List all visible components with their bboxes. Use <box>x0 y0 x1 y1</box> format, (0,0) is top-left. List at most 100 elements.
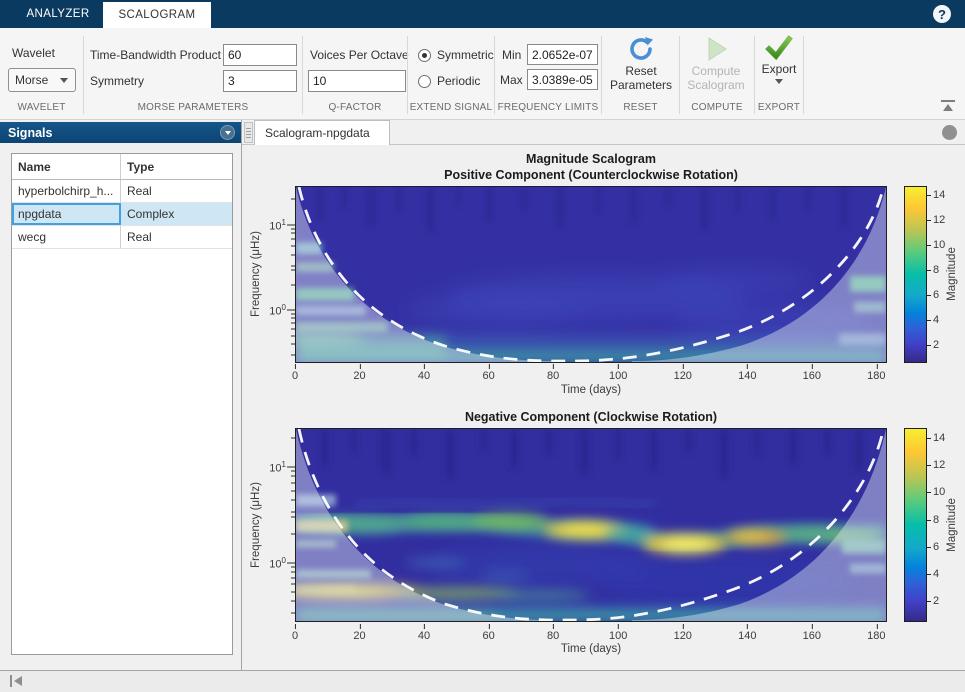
chart1-title: Magnitude Scalogram <box>295 152 887 166</box>
radio-periodic-label: Periodic <box>437 74 480 88</box>
reset-label-2: Parameters <box>610 78 672 92</box>
tab-scalogram-npgdata[interactable]: Scalogram-npgdata <box>254 120 390 145</box>
colorbar-tick: 4 <box>933 568 939 580</box>
x-tick-label: 60 <box>482 370 494 382</box>
export-button[interactable]: Export <box>747 34 811 106</box>
signals-collapse-icon[interactable] <box>220 125 235 140</box>
signal-name: npgdata <box>12 203 121 225</box>
chart1-colorbar <box>904 186 927 363</box>
collapse-ribbon-icon[interactable] <box>941 100 955 112</box>
section-label-export: EXPORT <box>755 102 803 113</box>
export-caret-icon <box>775 79 783 84</box>
signals-table-header: Name Type <box>12 154 232 180</box>
reset-parameters-button[interactable]: Reset Parameters <box>606 34 676 106</box>
scalogram-toolbar: Wavelet Morse WAVELET Time-Bandwidth Pro… <box>0 28 965 120</box>
section-label-compute: COMPUTE <box>680 102 754 113</box>
chart2-x-axis-label: Time (days) <box>295 643 887 655</box>
status-bar <box>0 670 965 692</box>
section-label-q-factor: Q-FACTOR <box>303 102 407 113</box>
x-tick-label: 20 <box>353 630 365 642</box>
chart1-colorbar-label: Magnitude <box>946 247 958 301</box>
chevron-down-icon <box>60 78 68 83</box>
compute-label-2: Scalogram <box>687 78 744 92</box>
compute-scalogram-button: Compute Scalogram <box>681 34 751 106</box>
signal-type: Real <box>121 180 232 202</box>
wavelet-dropdown-value: Morse <box>15 73 48 87</box>
x-tick-label: 180 <box>867 370 885 382</box>
signals-table: Name Type hyperbolchirp_h... Real npgdat… <box>11 153 233 655</box>
signal-type: Real <box>121 226 232 248</box>
radio-button-icon <box>418 75 431 88</box>
x-tick-label: 0 <box>292 630 298 642</box>
chart2-colorbar-label: Magnitude <box>946 498 958 552</box>
x-tick-label: 40 <box>418 370 430 382</box>
export-check-icon <box>765 34 793 62</box>
play-icon <box>701 34 731 64</box>
signal-name: hyperbolchirp_h... <box>12 180 121 202</box>
x-tick-label: 140 <box>738 630 756 642</box>
chart1-x-axis-label: Time (days) <box>295 384 887 396</box>
colorbar-tick: 12 <box>933 459 945 471</box>
chart2-heatmap-canvas[interactable] <box>295 428 887 622</box>
ribbon-tab-strip: ANALYZER SCALOGRAM ? <box>0 0 965 28</box>
voices-per-octave-input[interactable] <box>308 70 406 92</box>
signal-name: wecg <box>12 226 121 248</box>
section-label-reset: RESET <box>602 102 679 113</box>
radio-symmetric[interactable]: Symmetric <box>418 48 494 62</box>
signal-type: Complex <box>121 203 232 225</box>
ribbon-tab-scalogram[interactable]: SCALOGRAM <box>103 2 211 28</box>
x-tick-label: 60 <box>482 630 494 642</box>
wavelet-signal-analyzer-app: ANALYZER SCALOGRAM ? Wavelet Morse WAVEL… <box>0 0 965 692</box>
x-tick-label: 120 <box>674 630 692 642</box>
document-tab-bar: Scalogram-npgdata <box>242 120 965 145</box>
colorbar-tick: 8 <box>933 264 939 276</box>
min-frequency-input[interactable] <box>527 44 598 65</box>
table-row-wecg[interactable]: wecg Real <box>12 226 232 249</box>
collapse-panel-icon[interactable] <box>10 675 24 687</box>
wavelet-dropdown[interactable]: Morse <box>8 68 76 92</box>
x-tick-label: 120 <box>674 370 692 382</box>
section-label-morse-parameters: MORSE PARAMETERS <box>84 102 302 113</box>
table-row-hyperbolchirp[interactable]: hyperbolchirp_h... Real <box>12 180 232 203</box>
chart2-y-tick-10e0: 100 <box>252 556 286 571</box>
section-label-wavelet: WAVELET <box>0 102 83 113</box>
help-icon[interactable]: ? <box>933 5 951 23</box>
colorbar-tick: 10 <box>933 486 945 498</box>
time-bandwidth-label: Time-Bandwidth Product <box>90 48 221 62</box>
section-divider <box>803 36 804 114</box>
column-header-type[interactable]: Type <box>121 154 232 179</box>
chart1-y-tick-10e1: 101 <box>252 218 286 233</box>
x-tick-label: 100 <box>609 630 627 642</box>
chart1-heatmap-canvas[interactable] <box>295 186 887 363</box>
x-tick-label: 160 <box>803 370 821 382</box>
signals-panel-title: Signals <box>8 126 52 140</box>
chart2-y-axis-ticks <box>287 428 295 622</box>
section-label-extend-signal: EXTEND SIGNAL <box>408 102 494 113</box>
table-row-npgdata[interactable]: npgdata Complex <box>12 203 232 226</box>
splitter-grip-icon[interactable] <box>244 122 253 143</box>
colorbar-tick: 4 <box>933 314 939 326</box>
ribbon-tab-analyzer[interactable]: ANALYZER <box>18 0 98 28</box>
signals-panel-header: Signals <box>0 122 241 143</box>
symmetry-input[interactable] <box>223 70 297 92</box>
signals-panel: Signals Name Type hyperbolchirp_h... Rea… <box>0 120 241 670</box>
time-bandwidth-input[interactable] <box>223 44 297 66</box>
x-tick-label: 140 <box>738 370 756 382</box>
symmetry-label: Symmetry <box>90 74 144 88</box>
radio-periodic[interactable]: Periodic <box>418 74 480 88</box>
max-frequency-input[interactable] <box>527 69 598 90</box>
radio-button-icon <box>418 49 431 62</box>
voices-per-octave-label: Voices Per Octave <box>310 48 409 62</box>
chart2-x-axis: 0 20 40 60 80 100 120 140 160 180 <box>295 626 887 640</box>
document-actions-icon[interactable] <box>942 125 957 140</box>
section-label-frequency-limits: FREQUENCY LIMITS <box>495 102 601 113</box>
chart1-x-axis: 0 20 40 60 80 100 120 140 160 180 <box>295 366 887 380</box>
reset-icon <box>626 34 656 64</box>
min-label: Min <box>502 48 521 62</box>
colorbar-tick: 6 <box>933 289 939 301</box>
export-label: Export <box>762 62 797 76</box>
colorbar-tick: 14 <box>933 189 945 201</box>
column-header-name[interactable]: Name <box>12 154 121 179</box>
chart1-subtitle: Positive Component (Counterclockwise Rot… <box>295 168 887 182</box>
x-tick-label: 80 <box>547 370 559 382</box>
